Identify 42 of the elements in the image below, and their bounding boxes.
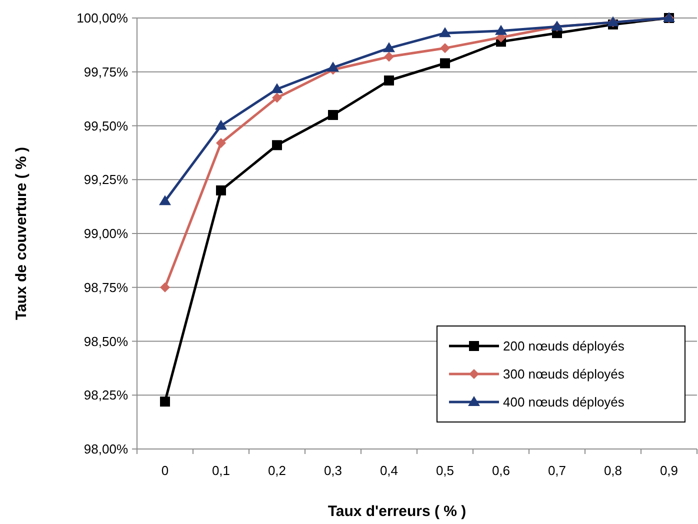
x-tick-label: 0,8: [604, 463, 622, 478]
point: [440, 43, 450, 54]
point: [216, 185, 226, 196]
y-tick-label: 99,50%: [84, 118, 128, 134]
point: [384, 75, 394, 86]
legend-label: 400 nœuds déployés: [503, 394, 625, 410]
x-tick-label: 0,2: [268, 463, 286, 478]
x-tick-label: 0: [161, 463, 169, 478]
point: [495, 24, 507, 35]
point: [160, 396, 170, 407]
point: [216, 138, 226, 148]
legend-label: 200 nœuds déployés: [503, 338, 625, 354]
y-tick-label: 99,25%: [84, 172, 128, 188]
x-tick-label: 0,1: [212, 463, 230, 478]
point: [439, 27, 451, 38]
point: [272, 140, 282, 150]
point: [327, 62, 339, 72]
point: [440, 58, 450, 68]
point: [160, 282, 170, 292]
x-tick-label: 0,4: [380, 463, 398, 478]
point: [215, 120, 227, 130]
y-tick-label: 98,50%: [84, 334, 128, 349]
legend-label: 300 nœuds déployés: [503, 366, 625, 382]
y-tick-label: 99,75%: [84, 64, 128, 80]
y-tick-label: 98,25%: [84, 388, 128, 403]
y-tick-label: 99,00%: [84, 226, 128, 242]
y-tick-label: 98,75%: [84, 280, 128, 295]
point: [271, 83, 283, 94]
x-tick-label: 0,6: [492, 463, 510, 478]
x-tick-label: 0,9: [660, 463, 678, 478]
point: [159, 195, 171, 206]
x-axis-title: Taux d'erreurs ( % ): [328, 503, 466, 520]
point: [384, 52, 394, 62]
point: [383, 42, 395, 52]
y-tick-label: 100,00%: [76, 10, 128, 26]
point: [328, 110, 338, 120]
y-tick-label: 98,00%: [84, 442, 128, 457]
x-tick-label: 0,5: [436, 463, 454, 478]
y-axis-title: Taux de couverture ( % ): [13, 146, 30, 320]
x-tick-label: 0,7: [548, 463, 566, 478]
point: [272, 92, 282, 103]
x-tick-label: 0,3: [324, 463, 342, 478]
